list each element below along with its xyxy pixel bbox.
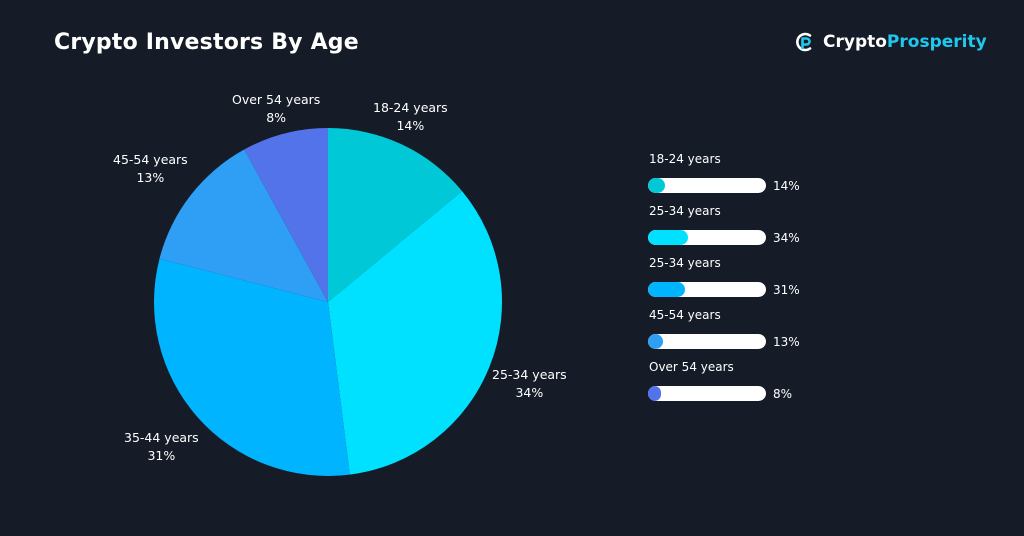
legend-progress-fill	[648, 334, 664, 349]
legend-progress-track	[648, 282, 766, 297]
pie-label-name: 35-44 years	[124, 430, 199, 445]
pie-label-name: 18-24 years	[373, 100, 448, 115]
legend-progress-fill	[648, 230, 689, 245]
pie-label-name: 25-34 years	[492, 367, 567, 382]
legend-item: Over 54 years 8%	[648, 358, 808, 410]
legend-progress-fill	[648, 178, 665, 193]
legend-label: Over 54 years	[649, 360, 734, 374]
pie-label-25-34: 25-34 years 34%	[492, 366, 567, 402]
legend-progress-fill	[648, 386, 661, 401]
pie-slice-45-54-years	[159, 149, 328, 302]
chart-title: Crypto Investors By Age	[54, 30, 359, 55]
legend-percent: 34%	[773, 231, 800, 245]
legend-percent: 13%	[773, 335, 800, 349]
pie-label-value: 31%	[147, 448, 176, 463]
brand-logo: Crypto Prosperity	[793, 30, 987, 54]
legend-label: 25-34 years	[649, 204, 721, 218]
pie-label-name: Over 54 years	[232, 92, 321, 107]
pie-slice-over-54-years	[244, 128, 328, 302]
legend-label: 25-34 years	[649, 256, 721, 270]
legend-progress-track	[648, 178, 766, 193]
pie-label-value: 34%	[515, 385, 544, 400]
legend-label: 45-54 years	[649, 308, 721, 322]
pie-label-18-24: 18-24 years 14%	[373, 99, 448, 135]
legend-item: 18-24 years 14%	[648, 150, 808, 202]
pie-slice-18-24-years	[328, 128, 463, 302]
legend-percent: 31%	[773, 283, 800, 297]
pie-label-value: 14%	[396, 118, 425, 133]
pie-label-name: 45-54 years	[113, 152, 188, 167]
legend: 18-24 years 14% 25-34 years 34% 25-34 ye…	[648, 150, 808, 410]
legend-progress-fill	[648, 282, 685, 297]
pie-slice-35-44-years	[153, 258, 350, 476]
legend-item: 25-34 years 34%	[648, 202, 808, 254]
pie-slice-25-34-years	[328, 191, 502, 475]
pie-label-35-44: 35-44 years 31%	[124, 429, 199, 465]
pie-label-45-54: 45-54 years 13%	[113, 151, 188, 187]
crypto-prosperity-logo-icon	[796, 32, 812, 52]
legend-percent: 14%	[773, 179, 800, 193]
legend-progress-track	[648, 334, 766, 349]
brand-name-part2: Prosperity	[886, 32, 987, 52]
pie-label-value: 8%	[266, 110, 287, 125]
brand-name-part1: Crypto	[823, 32, 887, 52]
pie-label-value: 13%	[136, 170, 165, 185]
pie-label-over-54: Over 54 years 8%	[232, 91, 320, 127]
legend-progress-track	[648, 386, 766, 401]
legend-item: 45-54 years 13%	[648, 306, 808, 358]
legend-progress-track	[648, 230, 766, 245]
legend-label: 18-24 years	[649, 152, 721, 166]
legend-item: 25-34 years 31%	[648, 254, 808, 306]
legend-percent: 8%	[773, 387, 793, 401]
